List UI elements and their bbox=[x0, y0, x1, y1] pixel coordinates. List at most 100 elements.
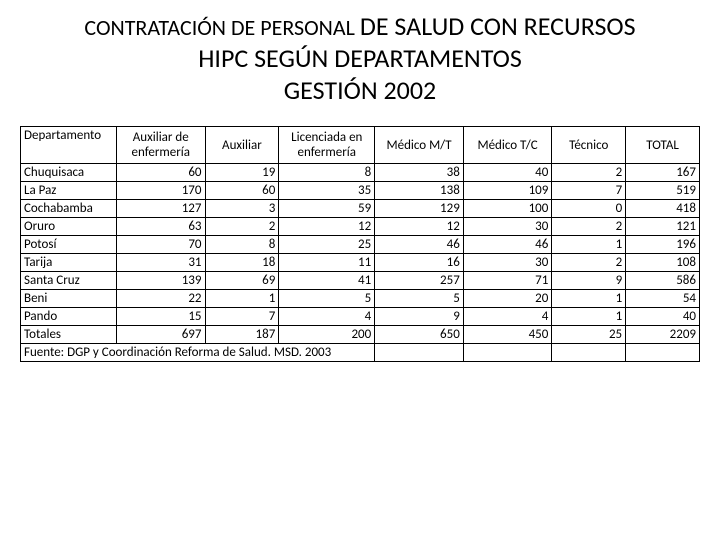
cell-value: 586 bbox=[626, 272, 700, 290]
cell-value: 20 bbox=[463, 290, 552, 308]
cell-value: 70 bbox=[116, 236, 205, 254]
cell-value: 46 bbox=[463, 236, 552, 254]
cell-value: 187 bbox=[205, 326, 279, 344]
table-row: Cochabamba1273591291000418 bbox=[21, 200, 700, 218]
table-row: Oruro6321212302121 bbox=[21, 218, 700, 236]
row-label: Potosí bbox=[21, 236, 117, 254]
column-header: Departamento bbox=[21, 127, 117, 164]
cell-value: 59 bbox=[279, 200, 375, 218]
empty-cell bbox=[463, 344, 552, 362]
cell-value: 2 bbox=[552, 254, 626, 272]
column-header: Médico M/T bbox=[375, 127, 464, 164]
row-label: Totales bbox=[21, 326, 117, 344]
column-header: Auxiliar de enfermería bbox=[116, 127, 205, 164]
cell-value: 1 bbox=[205, 290, 279, 308]
cell-value: 4 bbox=[463, 308, 552, 326]
cell-value: 15 bbox=[116, 308, 205, 326]
row-label: Chuquisaca bbox=[21, 164, 117, 182]
column-header: Técnico bbox=[552, 127, 626, 164]
table-row: Tarija31181116302108 bbox=[21, 254, 700, 272]
data-table: DepartamentoAuxiliar de enfermeríaAuxili… bbox=[20, 126, 700, 362]
cell-value: 41 bbox=[279, 272, 375, 290]
cell-value: 121 bbox=[626, 218, 700, 236]
column-header: Médico T/C bbox=[463, 127, 552, 164]
cell-value: 3 bbox=[205, 200, 279, 218]
cell-value: 2 bbox=[205, 218, 279, 236]
cell-value: 46 bbox=[375, 236, 464, 254]
cell-value: 139 bbox=[116, 272, 205, 290]
cell-value: 71 bbox=[463, 272, 552, 290]
cell-value: 31 bbox=[116, 254, 205, 272]
column-header: Auxiliar bbox=[205, 127, 279, 164]
cell-value: 170 bbox=[116, 182, 205, 200]
row-label: La Paz bbox=[21, 182, 117, 200]
cell-value: 22 bbox=[116, 290, 205, 308]
cell-value: 1 bbox=[552, 236, 626, 254]
cell-value: 2209 bbox=[626, 326, 700, 344]
cell-value: 108 bbox=[626, 254, 700, 272]
row-label: Santa Cruz bbox=[21, 272, 117, 290]
cell-value: 25 bbox=[552, 326, 626, 344]
cell-value: 40 bbox=[463, 164, 552, 182]
cell-value: 5 bbox=[279, 290, 375, 308]
cell-value: 63 bbox=[116, 218, 205, 236]
column-header: TOTAL bbox=[626, 127, 700, 164]
cell-value: 38 bbox=[375, 164, 464, 182]
table-row: Beni2215520154 bbox=[21, 290, 700, 308]
cell-value: 60 bbox=[116, 164, 205, 182]
cell-value: 25 bbox=[279, 236, 375, 254]
cell-value: 519 bbox=[626, 182, 700, 200]
row-label: Beni bbox=[21, 290, 117, 308]
column-header: Licenciada en enfermería bbox=[279, 127, 375, 164]
title-line-1: CONTRATACIÓN DE PERSONAL DE SALUD CON RE… bbox=[20, 10, 700, 42]
cell-value: 450 bbox=[463, 326, 552, 344]
cell-value: 11 bbox=[279, 254, 375, 272]
cell-value: 5 bbox=[375, 290, 464, 308]
cell-value: 9 bbox=[375, 308, 464, 326]
title-small-part: CONTRATACIÓN DE PERSONAL bbox=[84, 14, 359, 41]
cell-value: 54 bbox=[626, 290, 700, 308]
cell-value: 0 bbox=[552, 200, 626, 218]
cell-value: 7 bbox=[552, 182, 626, 200]
table-row: Santa Cruz1396941257719586 bbox=[21, 272, 700, 290]
cell-value: 19 bbox=[205, 164, 279, 182]
table-row: Totales697187200650450252209 bbox=[21, 326, 700, 344]
empty-cell bbox=[375, 344, 464, 362]
cell-value: 18 bbox=[205, 254, 279, 272]
cell-value: 8 bbox=[205, 236, 279, 254]
cell-value: 69 bbox=[205, 272, 279, 290]
cell-value: 100 bbox=[463, 200, 552, 218]
cell-value: 16 bbox=[375, 254, 464, 272]
cell-value: 418 bbox=[626, 200, 700, 218]
cell-value: 257 bbox=[375, 272, 464, 290]
cell-value: 2 bbox=[552, 164, 626, 182]
cell-value: 12 bbox=[279, 218, 375, 236]
cell-value: 650 bbox=[375, 326, 464, 344]
cell-value: 196 bbox=[626, 236, 700, 254]
cell-value: 35 bbox=[279, 182, 375, 200]
cell-value: 12 bbox=[375, 218, 464, 236]
row-label: Oruro bbox=[21, 218, 117, 236]
source-row: Fuente: DGP y Coordinación Reforma de Sa… bbox=[21, 344, 700, 362]
cell-value: 167 bbox=[626, 164, 700, 182]
cell-value: 4 bbox=[279, 308, 375, 326]
cell-value: 138 bbox=[375, 182, 464, 200]
title-line-2: HIPC SEGÚN DEPARTAMENTOS bbox=[20, 42, 700, 74]
cell-value: 9 bbox=[552, 272, 626, 290]
cell-value: 40 bbox=[626, 308, 700, 326]
source-text: Fuente: DGP y Coordinación Reforma de Sa… bbox=[21, 344, 375, 362]
cell-value: 7 bbox=[205, 308, 279, 326]
cell-value: 60 bbox=[205, 182, 279, 200]
row-label: Pando bbox=[21, 308, 117, 326]
table-header-row: DepartamentoAuxiliar de enfermeríaAuxili… bbox=[21, 127, 700, 164]
table-row: La Paz17060351381097519 bbox=[21, 182, 700, 200]
cell-value: 697 bbox=[116, 326, 205, 344]
cell-value: 1 bbox=[552, 308, 626, 326]
cell-value: 109 bbox=[463, 182, 552, 200]
row-label: Tarija bbox=[21, 254, 117, 272]
table-row: Chuquisaca6019838402167 bbox=[21, 164, 700, 182]
cell-value: 30 bbox=[463, 218, 552, 236]
cell-value: 30 bbox=[463, 254, 552, 272]
title-line-3: GESTIÓN 2002 bbox=[20, 74, 700, 106]
cell-value: 1 bbox=[552, 290, 626, 308]
